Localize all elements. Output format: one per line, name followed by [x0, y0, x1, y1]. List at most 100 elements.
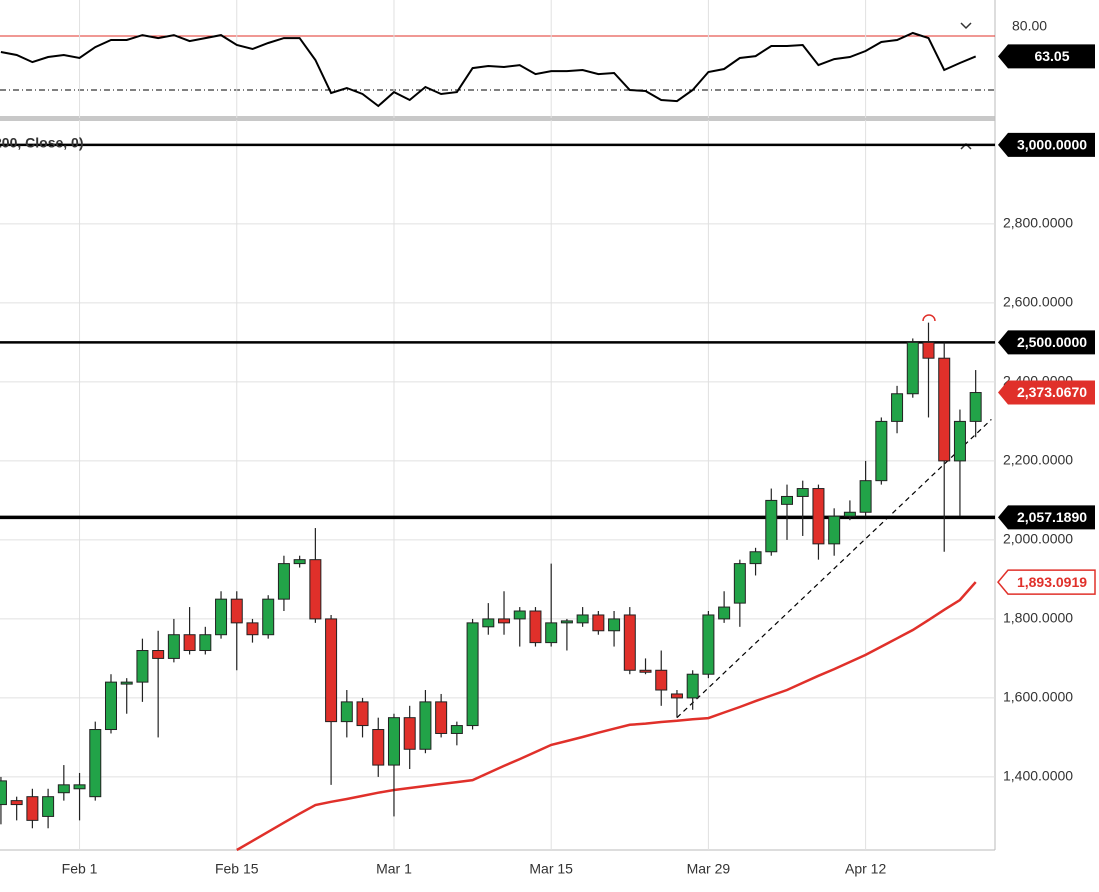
candle-body [10, 800, 23, 806]
price-tag-label: 2,057.1890 [1017, 509, 1087, 525]
candle-body [340, 701, 353, 723]
candle-body [686, 673, 699, 699]
candle-body [230, 598, 243, 624]
candle-body [104, 681, 117, 731]
x-tick-label: Apr 12 [845, 861, 886, 877]
price-tag [997, 569, 1096, 595]
y-tick-label: 1,800.0000 [1003, 610, 1073, 626]
candle-body [0, 780, 7, 806]
price-tag-label: 3,000.0000 [1017, 137, 1087, 153]
candle-body [718, 606, 731, 620]
candle-body [875, 420, 888, 482]
candle-body [167, 634, 180, 659]
candle-body [26, 796, 39, 821]
candle-body [969, 392, 982, 422]
candle-body [513, 610, 526, 620]
candle-body [906, 341, 919, 395]
y-tick-label: 80.00 [1012, 18, 1047, 34]
candle-body [403, 717, 416, 750]
x-tick-label: Mar 1 [376, 861, 412, 877]
candle-body [450, 725, 463, 734]
candle-body [843, 511, 856, 517]
candle-body [120, 681, 133, 685]
candle-body [309, 559, 322, 620]
candle-body [42, 796, 55, 817]
candle-body [953, 420, 966, 462]
candle-body [136, 650, 149, 683]
signal-marker [922, 314, 936, 322]
candle-body [828, 515, 841, 545]
candle-body [670, 693, 683, 699]
candle-body [482, 618, 495, 628]
candle-body [466, 622, 479, 727]
candle-body [387, 717, 400, 766]
candle-body [183, 634, 196, 652]
price-tag [998, 380, 1095, 405]
candle-body [89, 729, 102, 798]
y-tick-label: 2,200.0000 [1003, 452, 1073, 468]
candle-body [891, 393, 904, 422]
candle-body [215, 598, 228, 636]
x-tick-label: Feb 1 [62, 861, 98, 877]
indicator-label: 200, Close, 0) [0, 135, 84, 151]
candle-body [372, 729, 385, 766]
price-tag [998, 132, 1095, 157]
price-tag-label: 63.05 [1034, 48, 1069, 64]
candle-body [733, 563, 746, 604]
x-tick-label: Feb 15 [215, 861, 259, 877]
candle-body [152, 650, 165, 659]
candle-body [498, 618, 511, 624]
candle-body [639, 669, 652, 673]
x-tick-label: Mar 29 [687, 861, 731, 877]
candle-body [938, 357, 951, 462]
candle-body [655, 669, 668, 691]
candle-body [796, 488, 809, 497]
candle-body [576, 614, 589, 624]
candle-body [608, 618, 621, 632]
collapse-icon[interactable] [960, 22, 972, 30]
candle-body [199, 634, 212, 652]
marks [0, 31, 995, 852]
trendline [676, 418, 992, 719]
y-tick-label: 1,400.0000 [1003, 768, 1073, 784]
candle-body [73, 784, 86, 790]
price-tag-label: 1,893.0919 [1017, 574, 1087, 590]
moving-average [236, 581, 977, 852]
candle-body [922, 341, 935, 359]
candle-body [592, 614, 605, 632]
y-tick-label: 2,000.0000 [1003, 531, 1073, 547]
candle-body [749, 551, 762, 565]
candle-body [560, 620, 573, 624]
candle-body [781, 495, 794, 505]
candle-body [435, 701, 448, 734]
candle-body [623, 614, 636, 671]
candle-body [545, 622, 558, 644]
candle-body [293, 559, 306, 565]
price-tag [998, 44, 1095, 69]
price-tag [998, 505, 1095, 530]
candle-body [765, 499, 778, 553]
candle-body [325, 618, 338, 723]
candle-body [277, 563, 290, 600]
price-tag-label: 2,500.0000 [1017, 334, 1087, 350]
y-tick-label: 2,600.0000 [1003, 294, 1073, 310]
candle-body [859, 480, 872, 513]
candle-body [262, 598, 275, 636]
candle-body [702, 614, 715, 675]
price-tag [998, 330, 1095, 355]
candle-body [812, 488, 825, 545]
price-tag-label: 2,373.0670 [1017, 384, 1087, 400]
x-tick-label: Mar 15 [529, 861, 573, 877]
candle-body [356, 701, 369, 727]
y-tick-label: 1,600.0000 [1003, 689, 1073, 705]
candle-body [57, 784, 70, 794]
y-tick-label: 2,800.0000 [1003, 215, 1073, 231]
rsi-line [0, 31, 977, 108]
candle-body [419, 701, 432, 750]
candle-body [529, 610, 542, 644]
panel-separator [0, 116, 995, 121]
labels: 80.00 63.05 Feb 1 Feb 15 Mar 1 Mar 15 Mar 29 Ap… [62, 18, 1096, 877]
